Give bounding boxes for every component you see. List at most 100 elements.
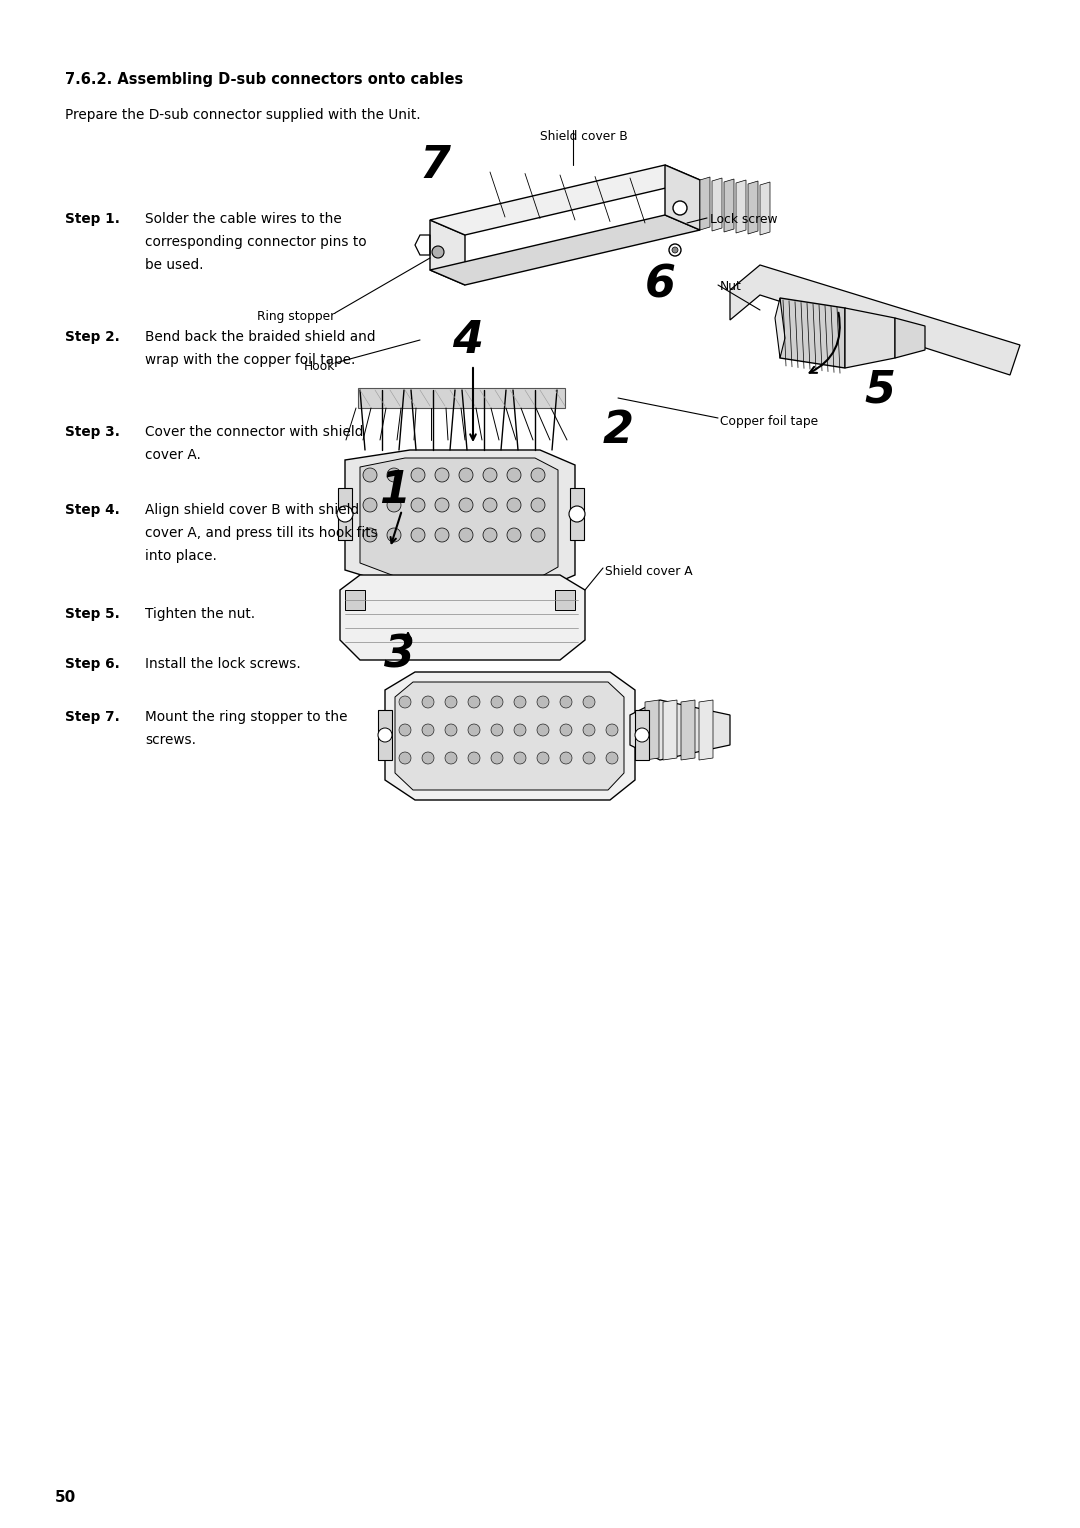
Circle shape: [537, 752, 549, 764]
Circle shape: [583, 724, 595, 736]
Circle shape: [422, 724, 434, 736]
Polygon shape: [712, 177, 723, 231]
Text: Step 3.: Step 3.: [65, 425, 120, 439]
Circle shape: [491, 695, 503, 707]
Polygon shape: [760, 182, 770, 235]
Circle shape: [483, 529, 497, 542]
Circle shape: [432, 246, 444, 258]
Polygon shape: [635, 711, 649, 759]
Polygon shape: [384, 672, 635, 801]
Circle shape: [337, 506, 353, 523]
Text: Cover the connector with shield: Cover the connector with shield: [145, 425, 363, 439]
Text: cover A, and press till its hook fits: cover A, and press till its hook fits: [145, 526, 378, 539]
Text: Ring stopper: Ring stopper: [257, 310, 335, 322]
Text: Step 4.: Step 4.: [65, 503, 120, 516]
Circle shape: [514, 752, 526, 764]
Circle shape: [422, 695, 434, 707]
Circle shape: [531, 468, 545, 481]
Text: 2: 2: [603, 408, 634, 451]
Text: cover A.: cover A.: [145, 448, 201, 461]
Circle shape: [561, 695, 572, 707]
Polygon shape: [730, 264, 1020, 374]
Text: screws.: screws.: [145, 733, 195, 747]
Circle shape: [468, 752, 480, 764]
Polygon shape: [357, 388, 565, 408]
Polygon shape: [340, 575, 585, 660]
Text: Align shield cover B with shield: Align shield cover B with shield: [145, 503, 360, 516]
Text: Hook: Hook: [303, 361, 335, 373]
Text: Nut: Nut: [720, 280, 742, 293]
Text: Step 1.: Step 1.: [65, 212, 120, 226]
Polygon shape: [681, 700, 696, 759]
Polygon shape: [895, 318, 924, 358]
Circle shape: [672, 248, 678, 254]
Circle shape: [514, 695, 526, 707]
Circle shape: [531, 498, 545, 512]
Text: Step 5.: Step 5.: [65, 607, 120, 620]
Circle shape: [445, 752, 457, 764]
Circle shape: [459, 468, 473, 481]
Circle shape: [378, 727, 392, 743]
Circle shape: [363, 468, 377, 481]
Circle shape: [606, 752, 618, 764]
Circle shape: [387, 529, 401, 542]
Text: 6: 6: [645, 263, 675, 307]
Circle shape: [507, 498, 521, 512]
Circle shape: [583, 695, 595, 707]
Text: Tighten the nut.: Tighten the nut.: [145, 607, 255, 620]
Circle shape: [387, 498, 401, 512]
Polygon shape: [430, 220, 465, 286]
Polygon shape: [845, 309, 895, 368]
Circle shape: [459, 498, 473, 512]
Circle shape: [569, 506, 585, 523]
Circle shape: [483, 468, 497, 481]
Circle shape: [537, 695, 549, 707]
Text: Copper foil tape: Copper foil tape: [720, 416, 819, 428]
Polygon shape: [699, 700, 713, 759]
Polygon shape: [724, 179, 734, 232]
Circle shape: [445, 724, 457, 736]
Circle shape: [459, 529, 473, 542]
Polygon shape: [700, 177, 710, 231]
Text: Shield cover B: Shield cover B: [540, 130, 627, 144]
Polygon shape: [395, 681, 624, 790]
Circle shape: [411, 468, 426, 481]
Circle shape: [606, 724, 618, 736]
Text: into place.: into place.: [145, 549, 217, 562]
Polygon shape: [665, 165, 700, 231]
Polygon shape: [345, 451, 575, 590]
Polygon shape: [378, 711, 392, 759]
Circle shape: [435, 529, 449, 542]
Text: Step 7.: Step 7.: [65, 711, 120, 724]
Polygon shape: [430, 215, 700, 286]
Polygon shape: [775, 298, 785, 358]
Polygon shape: [748, 180, 758, 234]
Circle shape: [387, 468, 401, 481]
Text: Solder the cable wires to the: Solder the cable wires to the: [145, 212, 341, 226]
Circle shape: [399, 695, 411, 707]
Text: wrap with the copper foil tape.: wrap with the copper foil tape.: [145, 353, 355, 367]
Circle shape: [561, 752, 572, 764]
Circle shape: [411, 529, 426, 542]
Polygon shape: [360, 458, 558, 581]
Text: 3: 3: [384, 634, 416, 677]
Circle shape: [468, 724, 480, 736]
Text: Shield cover A: Shield cover A: [605, 565, 692, 578]
Text: Step 6.: Step 6.: [65, 657, 120, 671]
Circle shape: [537, 724, 549, 736]
Polygon shape: [570, 487, 584, 539]
Circle shape: [399, 724, 411, 736]
Circle shape: [468, 695, 480, 707]
Circle shape: [445, 695, 457, 707]
Polygon shape: [630, 700, 730, 759]
Text: Install the lock screws.: Install the lock screws.: [145, 657, 300, 671]
Circle shape: [514, 724, 526, 736]
Circle shape: [399, 752, 411, 764]
Polygon shape: [645, 700, 659, 759]
Text: be used.: be used.: [145, 258, 203, 272]
Circle shape: [435, 468, 449, 481]
Text: corresponding connector pins to: corresponding connector pins to: [145, 235, 366, 249]
Circle shape: [635, 727, 649, 743]
Circle shape: [561, 724, 572, 736]
Text: 50: 50: [55, 1490, 77, 1505]
